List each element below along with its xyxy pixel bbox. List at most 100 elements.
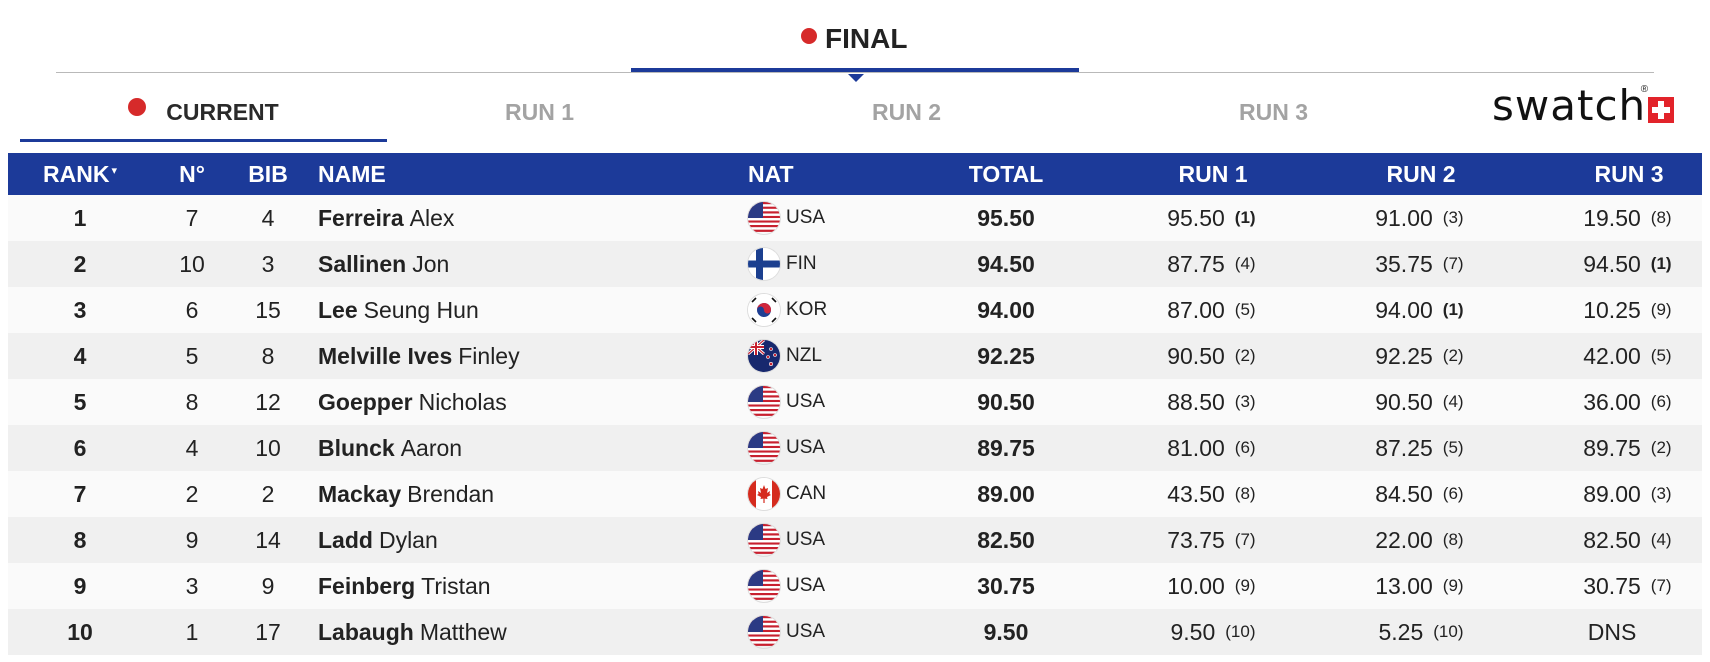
nation-code: USA <box>786 529 826 550</box>
athlete-name[interactable]: Goepper Nicholas <box>318 379 738 425</box>
usa-flag-icon <box>748 202 780 234</box>
total-cell: 94.00 <box>977 296 1035 323</box>
rank-cell: 7 <box>73 480 87 507</box>
athlete-name[interactable]: Ladd Dylan <box>318 517 738 563</box>
col-no-header: N° <box>179 160 205 187</box>
nation-cell: USA <box>748 609 918 655</box>
run-rank: (8) <box>1442 530 1464 549</box>
table-row[interactable]: 8 9 14 Ladd Dylan USA 82.50 73.75 (7) 22.00 (8) 82.… <box>8 517 1702 563</box>
registered-mark: ® <box>1640 84 1649 95</box>
athlete-last-name: Ferreira <box>318 204 404 231</box>
swatch-wordmark: swatch <box>1492 81 1647 130</box>
nation-code: CAN <box>786 483 827 504</box>
bib-cell: 15 <box>255 296 281 323</box>
run-score: 87.75 <box>1167 250 1225 277</box>
nation-code: USA <box>786 391 826 412</box>
run2-cell: 35.75 (7) <box>1316 241 1526 287</box>
total-cell: 82.50 <box>977 526 1035 553</box>
table-row[interactable]: 6 4 10 Blunck Aaron USA 89.75 81.00 (6) 87.25 (5) 8… <box>8 425 1702 471</box>
table-row[interactable]: 3 6 15 Lee Seung Hun KOR 94.00 87.00 (5) 94.00 (1)… <box>8 287 1702 333</box>
bib-cell: 10 <box>255 434 281 461</box>
korea-flag-icon <box>748 294 780 326</box>
athlete-name[interactable]: Blunck Aaron <box>318 425 738 471</box>
run-rank: (4) <box>1442 392 1464 411</box>
athlete-name[interactable]: Labaugh Matthew <box>318 609 738 655</box>
table-row[interactable]: 10 1 17 Labaugh Matthew USA 9.50 9.50 (10) 5.25 (1… <box>8 609 1702 655</box>
col-name-header: NAME <box>318 160 386 187</box>
run-score: 84.50 <box>1375 480 1433 507</box>
usa-flag-icon <box>748 570 780 602</box>
rank-cell: 1 <box>73 204 87 231</box>
nation-code: USA <box>786 207 826 228</box>
start-order-cell: 9 <box>185 526 199 553</box>
start-order-cell: 7 <box>185 204 199 231</box>
nation-cell: CAN <box>748 471 918 517</box>
athlete-name[interactable]: Melville Ives Finley <box>318 333 738 379</box>
run-rank: (6) <box>1442 484 1464 503</box>
table-row[interactable]: 1 7 4 Ferreira Alex USA 95.50 95.50 (1) 91.00 (3) 1… <box>8 195 1702 241</box>
athlete-last-name: Sallinen <box>318 250 407 277</box>
bib-cell: 8 <box>261 342 275 369</box>
rank-cell: 4 <box>73 342 87 369</box>
tab-label: CURRENT <box>166 99 279 125</box>
total-cell: 30.75 <box>977 572 1035 599</box>
table-row[interactable]: 9 3 9 Feinberg Tristan USA 30.75 10.00 (9) 13.00 (… <box>8 563 1702 609</box>
bib-cell: 17 <box>255 618 281 645</box>
run2-cell: 13.00 (9) <box>1316 563 1526 609</box>
col-rank-header[interactable]: RANK ▾ <box>43 160 117 187</box>
run-rank: (6) <box>1234 438 1256 457</box>
tab-current[interactable]: CURRENT <box>20 84 387 142</box>
athlete-first-name: Dylan <box>378 526 438 553</box>
table-row[interactable]: 7 2 2 Mackay Brendan CAN 89.00 43.50 (8) 84.50 (6)… <box>8 471 1702 517</box>
run3-cell: 36.00 (6) <box>1524 379 1710 425</box>
bib-cell: 14 <box>255 526 281 553</box>
run-score: 87.25 <box>1375 434 1433 461</box>
table-row[interactable]: 2 10 3 Sallinen Jon FIN 94.50 87.75 (4) 35.75 (7) 9… <box>8 241 1702 287</box>
run-rank: (2) <box>1442 346 1464 365</box>
run-score: 35.75 <box>1375 250 1433 277</box>
swiss-cross-icon <box>1648 97 1675 123</box>
run1-cell: 9.50 (10) <box>1108 609 1318 655</box>
run3-cell: 10.25 (9) <box>1524 287 1710 333</box>
athlete-first-name: Alex <box>409 204 455 231</box>
nation-code: NZL <box>786 345 822 366</box>
phase-tab-final[interactable]: FINAL <box>631 0 1079 74</box>
nation-cell: USA <box>748 563 918 609</box>
run-rank: (1) <box>1234 208 1256 227</box>
run3-cell: DNS <box>1524 609 1710 655</box>
run-score: 87.00 <box>1167 296 1225 323</box>
run-rank: (9) <box>1234 576 1256 595</box>
run3-cell: 94.50 (1) <box>1524 241 1710 287</box>
athlete-name[interactable]: Ferreira Alex <box>318 195 738 241</box>
tab-run-1[interactable]: RUN 1 <box>356 84 723 142</box>
col-run2-header: RUN 2 <box>1386 160 1456 187</box>
live-dot-icon <box>801 28 817 44</box>
tab-label: RUN 1 <box>504 99 574 125</box>
run3-cell: 89.75 (2) <box>1524 425 1710 471</box>
table-body: 1 7 4 Ferreira Alex USA 95.50 95.50 (1) 91.00 (3) 1… <box>8 195 1702 655</box>
tab-run-2[interactable]: RUN 2 <box>723 84 1090 142</box>
athlete-name[interactable]: Lee Seung Hun <box>318 287 738 333</box>
run3-cell: 30.75 (7) <box>1524 563 1710 609</box>
usa-flag-icon <box>748 432 780 464</box>
nation-cell: USA <box>748 517 918 563</box>
col-bib-header: BIB <box>248 160 288 187</box>
bib-cell: 4 <box>261 204 275 231</box>
athlete-name[interactable]: Mackay Brendan <box>318 471 738 517</box>
run-rank: (9) <box>1650 300 1672 319</box>
start-order-cell: 5 <box>185 342 199 369</box>
athlete-name[interactable]: Feinberg Tristan <box>318 563 738 609</box>
nation-code: KOR <box>786 299 828 320</box>
run1-cell: 43.50 (8) <box>1108 471 1318 517</box>
run3-cell: 82.50 (4) <box>1524 517 1710 563</box>
table-row[interactable]: 4 5 8 Melville Ives Finley NZL 92.25 90.50 (2) 92… <box>8 333 1702 379</box>
run1-cell: 90.50 (2) <box>1108 333 1318 379</box>
athlete-last-name: Goepper <box>318 388 413 415</box>
athlete-name[interactable]: Sallinen Jon <box>318 241 738 287</box>
run-score: 10.25 <box>1583 296 1641 323</box>
tab-run-3[interactable]: RUN 3 <box>1090 84 1457 142</box>
table-row[interactable]: 5 8 12 Goepper Nicholas USA 90.50 88.50 (3) 90.50… <box>8 379 1702 425</box>
run-rank: (2) <box>1234 346 1256 365</box>
run1-cell: 10.00 (9) <box>1108 563 1318 609</box>
run2-cell: 5.25 (10) <box>1316 609 1526 655</box>
